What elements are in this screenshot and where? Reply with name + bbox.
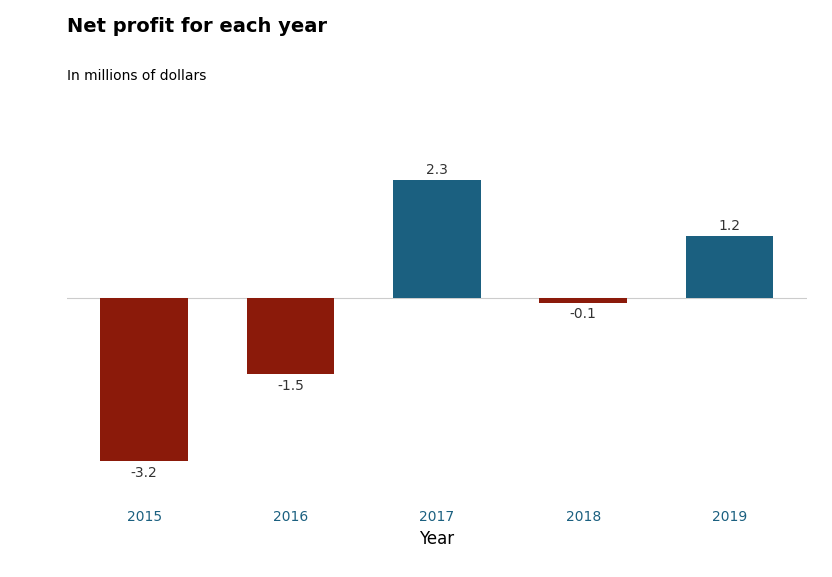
X-axis label: Year: Year — [419, 530, 454, 548]
Text: In millions of dollars: In millions of dollars — [67, 69, 206, 83]
Bar — [246, 298, 334, 374]
Bar — [686, 236, 774, 298]
Text: Net profit for each year: Net profit for each year — [67, 17, 326, 36]
Bar — [393, 180, 481, 298]
Text: -3.2: -3.2 — [131, 466, 157, 479]
Text: -0.1: -0.1 — [570, 308, 597, 321]
Bar — [539, 298, 627, 303]
Bar — [100, 298, 188, 461]
Text: 2.3: 2.3 — [426, 163, 448, 177]
Text: 1.2: 1.2 — [719, 219, 740, 233]
Text: -1.5: -1.5 — [277, 379, 304, 393]
